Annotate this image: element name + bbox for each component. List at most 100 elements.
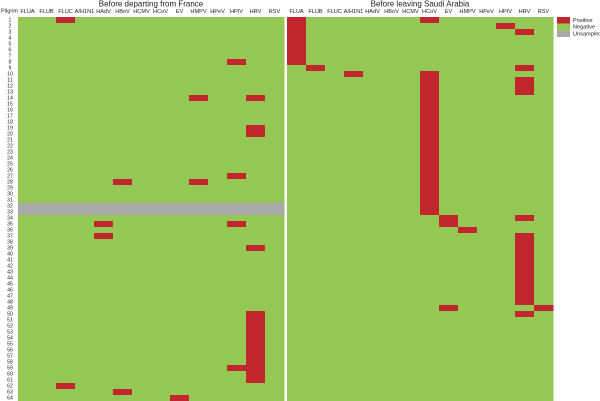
cell <box>246 53 266 60</box>
cell <box>75 347 95 354</box>
cell <box>534 269 554 276</box>
cell <box>439 119 459 126</box>
cell <box>458 65 478 72</box>
cell <box>515 239 535 246</box>
cell <box>287 65 307 72</box>
cell <box>401 269 421 276</box>
cell <box>363 191 383 198</box>
cell <box>189 383 209 390</box>
cell <box>515 35 535 42</box>
cell <box>420 383 440 390</box>
cell <box>189 137 209 144</box>
cell <box>439 89 459 96</box>
cell <box>287 71 307 78</box>
cell <box>75 143 95 150</box>
cell <box>170 365 190 372</box>
cell <box>208 95 228 102</box>
cell <box>208 65 228 72</box>
row-label: 53 <box>7 329 13 335</box>
cell <box>363 83 383 90</box>
cell <box>113 293 133 300</box>
cell <box>208 185 228 192</box>
cell <box>75 281 95 288</box>
cell <box>227 245 247 252</box>
cell <box>496 257 516 264</box>
cell <box>344 179 364 186</box>
cell <box>170 395 190 401</box>
cell <box>246 257 266 264</box>
cell <box>306 65 326 72</box>
cell <box>151 341 171 348</box>
cell <box>534 191 554 198</box>
cell <box>94 359 114 366</box>
cell <box>151 371 171 378</box>
cell <box>363 113 383 120</box>
cell <box>113 389 133 396</box>
cell <box>170 287 190 294</box>
cell <box>265 149 285 156</box>
row-label: 13 <box>7 89 13 95</box>
cell <box>113 257 133 264</box>
row-label: 27 <box>7 173 13 179</box>
cell <box>132 167 152 174</box>
cell <box>75 365 95 372</box>
cell <box>382 383 402 390</box>
cell <box>75 251 95 258</box>
cell <box>113 77 133 84</box>
cell <box>94 239 114 246</box>
row-label: 32 <box>7 203 13 209</box>
cell <box>227 347 247 354</box>
cell <box>477 143 497 150</box>
cell <box>208 239 228 246</box>
cell <box>18 311 38 318</box>
cell <box>534 161 554 168</box>
cell <box>458 269 478 276</box>
row-label: 17 <box>7 113 13 119</box>
cell <box>534 263 554 270</box>
cell <box>208 227 228 234</box>
cell <box>420 329 440 336</box>
cell <box>37 221 57 228</box>
cell <box>151 389 171 396</box>
cell <box>208 71 228 78</box>
cell <box>363 203 383 210</box>
cell <box>170 143 190 150</box>
cell <box>306 383 326 390</box>
cell <box>75 197 95 204</box>
cell <box>56 209 76 216</box>
cell <box>534 209 554 216</box>
cell <box>515 113 535 120</box>
cell <box>420 299 440 306</box>
cell <box>306 191 326 198</box>
cell <box>56 113 76 120</box>
cell <box>287 185 307 192</box>
cell <box>18 59 38 66</box>
cell <box>208 209 228 216</box>
cell <box>18 347 38 354</box>
cell <box>132 365 152 372</box>
cell <box>246 347 266 354</box>
row-label: 29 <box>7 185 13 191</box>
cell <box>287 263 307 270</box>
cell <box>56 371 76 378</box>
cell <box>227 263 247 270</box>
cell <box>439 281 459 288</box>
cell <box>246 239 266 246</box>
cell <box>325 209 345 216</box>
cell <box>170 173 190 180</box>
cell <box>151 251 171 258</box>
row-label: 35 <box>7 221 13 227</box>
cell <box>325 137 345 144</box>
cell <box>420 305 440 312</box>
cell <box>113 305 133 312</box>
cell <box>534 275 554 282</box>
cell <box>189 227 209 234</box>
cell <box>113 329 133 336</box>
cell <box>170 23 190 30</box>
cell <box>306 155 326 162</box>
cell <box>246 251 266 258</box>
cell <box>75 305 95 312</box>
cell <box>37 29 57 36</box>
cell <box>94 125 114 132</box>
cell <box>18 65 38 72</box>
